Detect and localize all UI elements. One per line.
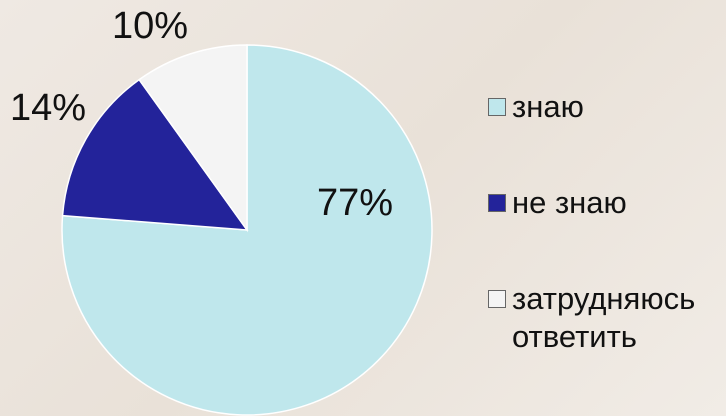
legend-swatch xyxy=(488,98,506,116)
value-label: 14% xyxy=(10,87,86,129)
legend-swatch xyxy=(488,194,506,212)
legend-label: не знаю xyxy=(512,184,627,222)
page: 77% 14% 10% знаю не знаю затрудняюсь ответит… xyxy=(0,0,726,416)
legend-item: затрудняюсь ответить xyxy=(488,280,724,356)
legend-label: затрудняюсь ответить xyxy=(512,280,724,356)
legend-item: знаю xyxy=(488,88,724,126)
legend-swatch xyxy=(488,290,506,308)
legend-label: знаю xyxy=(512,88,584,126)
value-label: 77% xyxy=(317,182,393,224)
value-label: 10% xyxy=(112,5,188,47)
legend: знаю не знаю затрудняюсь ответить xyxy=(488,88,724,356)
legend-item: не знаю xyxy=(488,184,724,222)
